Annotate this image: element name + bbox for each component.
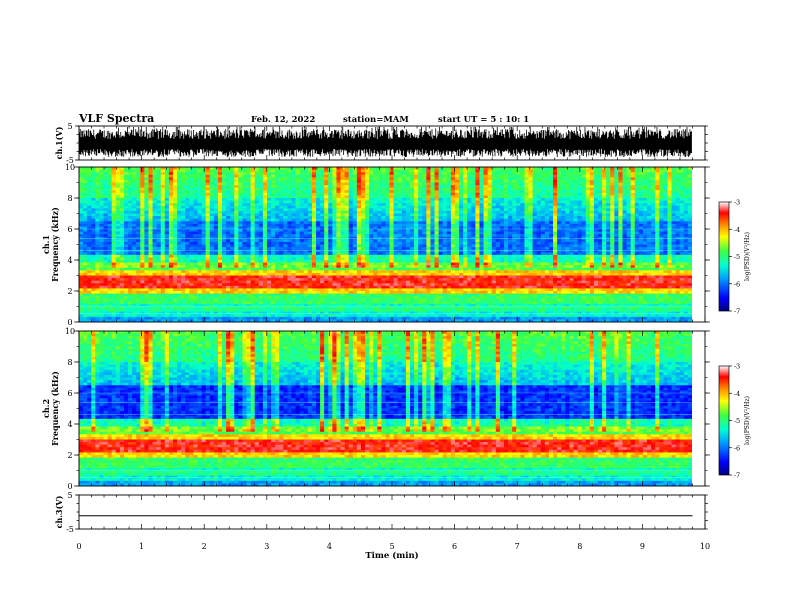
- ch3-waveform-frame: [78, 494, 706, 530]
- no-data-region: [692, 167, 705, 322]
- ch1-spectrogram-colorbar-tick-label: -4: [734, 226, 740, 234]
- x-tick-label: 1: [139, 542, 144, 551]
- ch2-spectrogram-colorbar-tick-label: -3: [734, 363, 740, 371]
- figure-title: VLF Spectra: [79, 112, 155, 125]
- x-tick-label: 10: [700, 542, 710, 551]
- ch1-spectrogram-ytick-label: 0: [67, 318, 72, 327]
- ch2-spectrogram-colorbar-tick-label: -7: [734, 472, 740, 480]
- ch1-spectrogram-ytick-label: 10: [65, 163, 75, 172]
- ch3-waveform-ytick-label: -5: [66, 525, 74, 534]
- date-label: Feb. 12, 2022: [251, 115, 316, 125]
- ch1-waveform-ylabel: ch.1(V): [54, 126, 64, 159]
- x-tick-label: 3: [264, 542, 269, 551]
- x-tick-label: 5: [389, 542, 394, 551]
- ch2-spectrogram-colorbar-tick-label: -5: [734, 417, 740, 425]
- ch1-spectrogram-colorbar-tick-label: -5: [734, 253, 740, 261]
- ch1-spectrogram-ylabel: Frequency (kHz): [50, 207, 60, 282]
- ch2-spectrogram-ytick-label: 6: [67, 389, 72, 398]
- ch1-spectrogram-colorbar: [718, 201, 730, 312]
- station-label: station=MAM: [343, 115, 409, 125]
- plot-layer: [79, 127, 705, 517]
- ch2-spectrogram-ylabel: Frequency (kHz): [50, 371, 60, 446]
- ch2-spectrogram: [79, 331, 705, 487]
- ch1-spectrogram-ytick-label: 2: [67, 287, 72, 296]
- ch1-spectrogram-colorbar-tick-label: -7: [734, 308, 740, 316]
- ch1-spectrogram-colorbar-tick-label: -3: [734, 199, 740, 207]
- ch2-spectrogram-ytick-label: 0: [67, 482, 72, 491]
- x-tick-label: 8: [577, 542, 582, 551]
- ch2-spectrogram-colorbar-tick-label: -4: [734, 390, 740, 398]
- ch1-spectrogram-ytick-label: 6: [67, 225, 72, 234]
- ch1-waveform-trace: [79, 127, 692, 157]
- ch2-spectrogram-colorbar-label: log(PSD)(V²/Hz): [744, 396, 751, 445]
- ch2-spectrogram-colorbar-tick-label: -6: [734, 444, 740, 452]
- ch3-waveform-ylabel: ch.3(V): [54, 495, 64, 528]
- start-time-label: start UT = 5 : 10: 1: [438, 115, 530, 125]
- ch2-spectrogram-ytick-label: 4: [67, 420, 72, 429]
- ch2-spectrogram-ytick-label: 2: [67, 451, 72, 460]
- x-tick-label: 9: [640, 542, 645, 551]
- x-axis-label: Time (min): [365, 550, 418, 561]
- x-tick-label: 2: [202, 542, 207, 551]
- ch2-spectrogram-ytick-label: 10: [65, 327, 75, 336]
- ch2-spectrogram-ylabel: ch.2: [41, 399, 51, 418]
- ch1-spectrogram-ytick-label: 8: [67, 194, 72, 203]
- ch2-spectrogram-ytick-label: 8: [67, 358, 72, 367]
- ch1-waveform-ytick-label: -5: [66, 156, 74, 165]
- ch1-spectrogram-colorbar-tick-label: -6: [734, 280, 740, 288]
- ch1-spectrogram-ytick-label: 4: [67, 256, 72, 265]
- no-data-region: [692, 331, 705, 486]
- x-tick-label: 7: [515, 542, 520, 551]
- ch3-waveform-ytick-label: 5: [67, 491, 72, 500]
- ch1-spectrogram-colorbar-label: log(PSD)(V²/Hz): [744, 232, 751, 281]
- ch1-spectrogram: [79, 167, 705, 323]
- x-tick-label: 0: [76, 542, 81, 551]
- ch2-spectrogram-colorbar: [718, 365, 730, 476]
- x-tick-label: 6: [452, 542, 457, 551]
- x-tick-label: 4: [327, 542, 332, 551]
- ch1-waveform-ytick-label: 5: [67, 122, 72, 131]
- ch1-spectrogram-ylabel: ch.1: [41, 235, 51, 254]
